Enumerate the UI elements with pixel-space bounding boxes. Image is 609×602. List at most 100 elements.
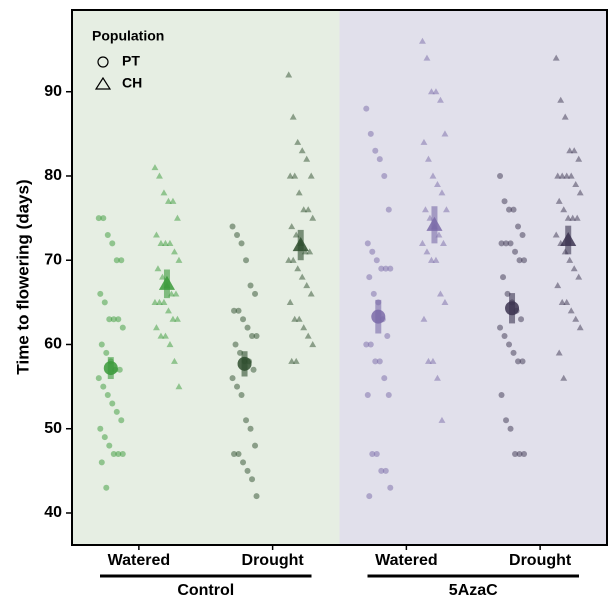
point: [157, 239, 165, 246]
point: [437, 96, 444, 103]
y-tick-label: 40: [44, 504, 62, 521]
point: [109, 400, 116, 407]
point: [253, 493, 260, 500]
x-tick-label: Drought: [242, 552, 305, 569]
point: [244, 467, 251, 474]
point: [104, 392, 111, 399]
point: [106, 442, 113, 449]
point: [303, 282, 311, 289]
point: [109, 240, 116, 247]
point: [118, 257, 125, 264]
point: [518, 316, 525, 323]
group-label: 5AzaC: [449, 582, 498, 599]
point: [563, 298, 571, 305]
point: [555, 349, 563, 356]
x-tick-label: Watered: [108, 552, 171, 569]
point: [166, 239, 174, 246]
point: [160, 298, 168, 305]
point: [300, 206, 308, 213]
point: [425, 357, 432, 364]
point: [554, 282, 562, 289]
point: [291, 172, 299, 179]
plot: [95, 37, 584, 500]
point: [573, 214, 581, 221]
point: [306, 248, 314, 255]
point: [443, 206, 450, 213]
mean-marker: [237, 356, 252, 371]
y-tick-label: 50: [44, 420, 62, 437]
point: [288, 357, 296, 364]
point: [560, 374, 568, 381]
point: [165, 197, 172, 204]
point: [285, 256, 293, 263]
point: [384, 333, 391, 340]
point: [423, 248, 431, 255]
point: [432, 256, 440, 263]
y-tick-label: 70: [44, 251, 62, 268]
point: [292, 357, 300, 364]
point: [429, 357, 437, 364]
point: [298, 273, 306, 280]
point: [369, 451, 376, 458]
point: [498, 392, 505, 399]
point: [567, 307, 575, 314]
point: [103, 484, 110, 491]
point: [309, 214, 317, 221]
point: [516, 257, 523, 264]
point: [250, 366, 257, 373]
point: [441, 298, 449, 305]
point: [100, 215, 107, 222]
point: [97, 425, 104, 432]
point: [231, 307, 238, 314]
point: [557, 96, 565, 103]
point: [286, 172, 294, 179]
point: [367, 130, 374, 137]
point: [506, 341, 513, 348]
point: [366, 274, 373, 281]
point: [367, 341, 374, 348]
point: [516, 451, 523, 458]
point: [558, 172, 566, 179]
point: [235, 451, 242, 458]
point: [104, 231, 111, 238]
point: [238, 392, 245, 399]
point: [567, 172, 575, 179]
point: [234, 231, 241, 238]
point: [229, 223, 236, 230]
point: [437, 290, 444, 297]
point: [171, 357, 178, 364]
point: [554, 172, 562, 179]
point: [381, 172, 388, 179]
point: [434, 374, 441, 381]
backgrounds: [72, 10, 607, 545]
point: [569, 214, 577, 221]
point: [515, 358, 522, 365]
point: [295, 189, 303, 196]
point: [570, 147, 578, 154]
point: [171, 248, 178, 255]
point: [566, 256, 574, 263]
point: [378, 467, 385, 474]
point: [116, 366, 123, 373]
point: [563, 172, 571, 179]
point: [376, 156, 383, 163]
point: [515, 223, 522, 230]
point: [507, 425, 514, 432]
point: [428, 256, 435, 263]
point: [166, 341, 174, 348]
y-tick-label: 60: [44, 336, 62, 353]
point: [240, 459, 247, 466]
point: [174, 315, 181, 322]
mean-marker: [292, 237, 309, 252]
point: [101, 434, 108, 441]
point: [420, 138, 428, 145]
point: [95, 375, 102, 382]
point: [372, 147, 379, 154]
point: [298, 147, 306, 154]
point: [510, 349, 517, 356]
point: [503, 417, 510, 424]
point: [151, 298, 159, 305]
point: [247, 282, 254, 289]
